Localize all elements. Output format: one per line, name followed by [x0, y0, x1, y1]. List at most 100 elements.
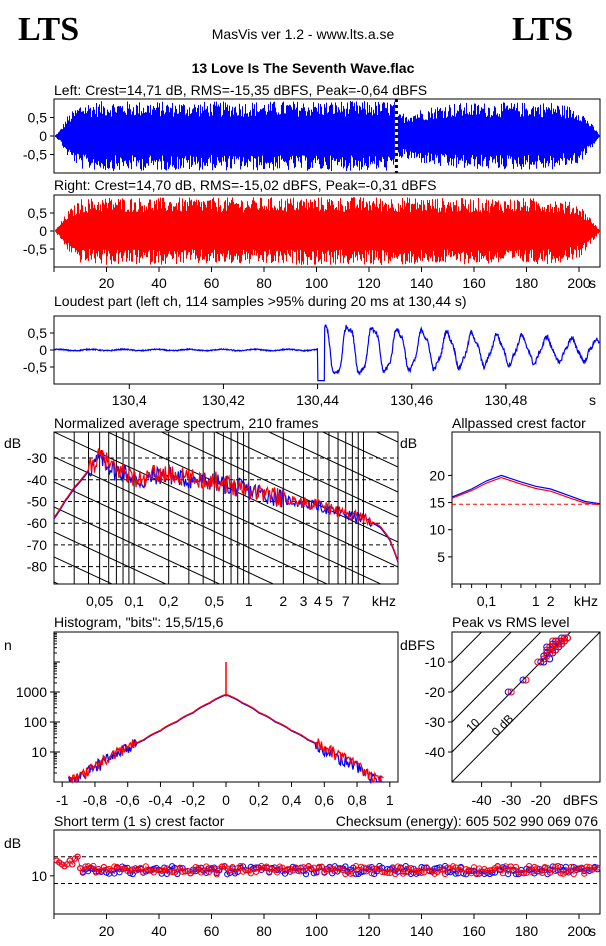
lts-logo-right: LTS	[512, 11, 574, 48]
x-tick-label: 0	[222, 792, 230, 808]
short-crest-right-point	[591, 864, 598, 872]
short-crest-right-point	[140, 869, 147, 876]
crest-line-label: 20	[434, 715, 454, 735]
short-crest-ylabel: dB	[4, 835, 21, 851]
short-crest-right-point	[169, 868, 176, 875]
short-crest-right-point	[520, 869, 527, 877]
loudest-part-panel: 0,50-0,5 130,4 130,42 130,44 130,46 130,48 s	[23, 315, 601, 408]
allpassed-crest-panel: 20 15 10 5 0,1 1 2 kHz	[429, 431, 601, 609]
short-crest-right-point	[119, 866, 126, 873]
short-crest-right-point	[389, 865, 396, 872]
pvr-point-right	[560, 634, 568, 642]
short-crest-right-point	[316, 863, 323, 870]
x-tick-label: 120	[357, 923, 381, 939]
y-tick-label: -0,5	[23, 241, 47, 257]
waveform-trace	[55, 101, 600, 172]
short-crest-right-point	[74, 853, 81, 860]
short-crest-right-point	[554, 862, 562, 870]
loudest-title: Loudest part (left ch, 114 samples >95% …	[54, 293, 467, 309]
short-crest-right-point	[368, 870, 375, 877]
y-tick-label: 5	[437, 549, 445, 565]
short-crest-right-point	[79, 868, 86, 875]
x-tick-label: 160	[462, 275, 486, 291]
y-tick-label: 10	[429, 522, 445, 538]
slope-line	[54, 632, 398, 792]
slope-line	[54, 506, 221, 584]
x-tick-label: 80	[256, 275, 272, 291]
pvr-point-left	[519, 676, 527, 684]
y-tick-label: 10	[31, 868, 47, 884]
pvr-ylabel: dBFS	[400, 637, 435, 653]
x-tick-label: 140	[410, 275, 434, 291]
crest-line	[452, 632, 600, 782]
y-tick-label: 100	[24, 714, 48, 730]
y-tick-label: -30	[425, 714, 445, 730]
y-tick-label: -20	[425, 684, 445, 700]
short-crest-right-point	[436, 866, 443, 873]
x-tick-label: 0,2	[249, 792, 269, 808]
slope-line	[321, 432, 398, 468]
x-tick-label: 0,8	[347, 792, 367, 808]
x-tick-label: 140	[410, 923, 434, 939]
x-tick-label: 3	[300, 593, 308, 609]
checksum: Checksum (energy): 605 502 990 069 076	[336, 813, 598, 829]
short-crest-right-point	[473, 871, 480, 878]
short-crest-right-point	[182, 868, 189, 875]
y-tick-label: -40	[27, 472, 47, 488]
slope-line	[54, 432, 382, 584]
x-tick-label: 0,05	[86, 593, 113, 609]
plot-frame	[53, 315, 601, 385]
short-crest-right-point	[392, 870, 399, 878]
x-tick-label: 60	[204, 275, 220, 291]
short-crest-right-point	[373, 865, 380, 872]
histogram-ylabel: n	[4, 637, 12, 653]
slope-line	[54, 757, 398, 917]
pvr-title: Peak vs RMS level	[452, 614, 569, 630]
spectrum-title: Normalized average spectrum, 210 frames	[54, 415, 319, 431]
x-tick-label: -0,8	[83, 792, 107, 808]
slope-line	[54, 481, 275, 584]
left-title: Left: Crest=14,71 dB, RMS=-15,35 dBFS, P…	[54, 82, 427, 98]
allpassed-left-trace	[451, 474, 601, 505]
y-tick-label: -0,5	[23, 147, 47, 163]
short-crest-right-point	[308, 865, 315, 872]
x-tick-label: 160	[462, 923, 486, 939]
x-unit-label: s	[589, 923, 596, 939]
short-crest-right-point	[268, 865, 275, 873]
y-tick-label: -80	[27, 559, 47, 575]
x-tick-label: -20	[531, 792, 551, 808]
histogram-trace	[68, 694, 384, 785]
spectrum-ylabel: dB	[4, 435, 21, 451]
crest-line-label: 0 dB	[489, 711, 516, 738]
short-crest-right-point	[313, 868, 320, 875]
short-crest-right-point	[274, 869, 281, 876]
y-tick-label: -30	[27, 450, 47, 466]
y-tick-label: -50	[27, 493, 47, 509]
y-tick-label: 0	[39, 342, 47, 358]
short-crest-title: Short term (1 s) crest factor	[54, 813, 225, 829]
short-crest-right-point	[192, 863, 199, 871]
short-crest-right-point	[405, 865, 412, 872]
short-crest-right-point	[111, 863, 118, 870]
short-crest-right-point	[237, 862, 244, 870]
y-tick-label: 15	[429, 495, 445, 511]
short-crest-right-point	[384, 869, 391, 876]
y-tick-label: 0,5	[28, 325, 48, 341]
x-tick-label: 60	[204, 923, 220, 939]
x-tick-label: -1	[56, 792, 69, 808]
y-tick-label: -40	[425, 744, 445, 760]
short-crest-right-point	[528, 868, 535, 876]
x-tick-label: 20	[99, 923, 115, 939]
x-tick-label: 130,48	[484, 392, 527, 408]
histogram-trace	[68, 693, 384, 785]
x-tick-label: 1	[245, 593, 253, 609]
x-tick-label: 80	[256, 923, 272, 939]
short-crest-right-point	[397, 865, 404, 872]
x-tick-label: 2	[547, 593, 555, 609]
short-crest-right-point	[512, 863, 520, 871]
x-tick-label: -0,6	[116, 792, 140, 808]
pvr-point-left	[504, 688, 512, 696]
short-crest-right-point	[358, 863, 365, 870]
